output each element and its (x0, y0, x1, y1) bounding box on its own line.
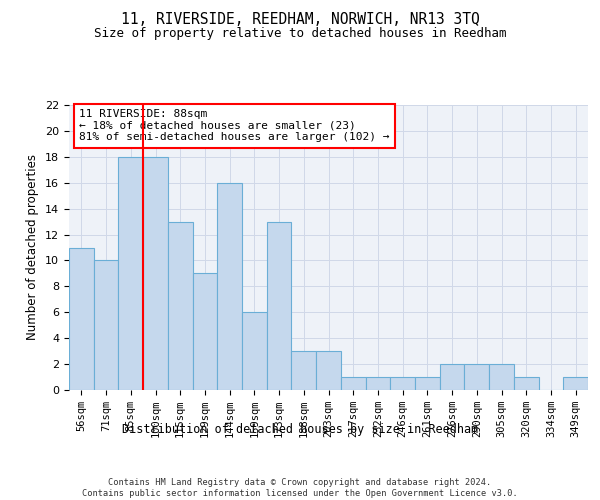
Bar (69, 248, 94, 390)
Bar (143, 157, 168, 390)
Bar (415, 377, 440, 390)
Text: Size of property relative to detached houses in Reedham: Size of property relative to detached ho… (94, 28, 506, 40)
Text: 11 RIVERSIDE: 88sqm
← 18% of detached houses are smaller (23)
81% of semi-detach: 11 RIVERSIDE: 88sqm ← 18% of detached ho… (79, 110, 390, 142)
Bar (440, 364, 464, 390)
Bar (217, 182, 242, 390)
Bar (464, 364, 489, 390)
Bar (563, 377, 588, 390)
Bar (514, 377, 539, 390)
Bar (341, 377, 365, 390)
Text: 11, RIVERSIDE, REEDHAM, NORWICH, NR13 3TQ: 11, RIVERSIDE, REEDHAM, NORWICH, NR13 3T… (121, 12, 479, 28)
Bar (267, 222, 292, 390)
Bar (365, 377, 390, 390)
Bar (390, 377, 415, 390)
Bar (489, 364, 514, 390)
Y-axis label: Number of detached properties: Number of detached properties (26, 154, 40, 340)
Bar (292, 351, 316, 390)
Bar (168, 222, 193, 390)
Text: Distribution of detached houses by size in Reedham: Distribution of detached houses by size … (122, 422, 478, 436)
Bar (316, 351, 341, 390)
Bar (94, 260, 118, 390)
Text: Contains HM Land Registry data © Crown copyright and database right 2024.
Contai: Contains HM Land Registry data © Crown c… (82, 478, 518, 498)
Bar (193, 274, 217, 390)
Bar (242, 312, 267, 390)
Bar (118, 157, 143, 390)
